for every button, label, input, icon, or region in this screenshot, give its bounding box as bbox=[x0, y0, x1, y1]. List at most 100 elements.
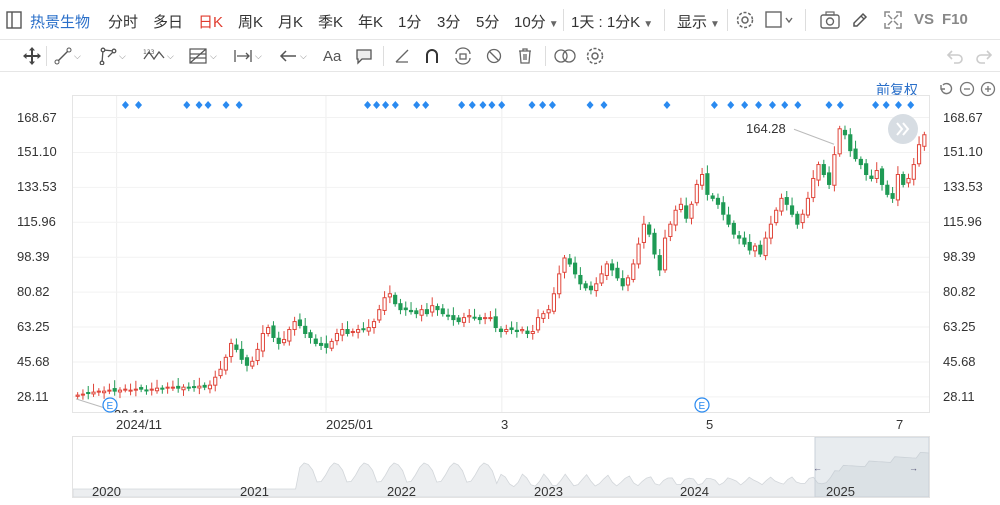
x-tick-label: 7 bbox=[896, 417, 904, 432]
period-tab-10min[interactable]: 10分 ▼ bbox=[514, 11, 559, 32]
candle-body bbox=[451, 315, 456, 321]
candle-body bbox=[139, 387, 144, 390]
y-tick-label-left: 98.39 bbox=[17, 249, 50, 265]
period-tab-quarterly-k[interactable]: 季K bbox=[318, 14, 344, 31]
candle-body bbox=[848, 134, 853, 152]
candle-body bbox=[408, 309, 414, 313]
drawing-settings-gear-icon[interactable] bbox=[585, 46, 605, 66]
trash-icon[interactable] bbox=[517, 46, 533, 66]
period-tab-monthly-k[interactable]: 月K bbox=[278, 14, 304, 31]
candle-body bbox=[763, 237, 768, 257]
text-tool[interactable]: Aa bbox=[323, 47, 342, 65]
candle-body bbox=[615, 267, 620, 279]
candle-body bbox=[107, 389, 112, 392]
navigator-year-label: 2024 bbox=[680, 484, 709, 499]
navigator-area-chart: ← → bbox=[72, 436, 930, 498]
candlestick-chart[interactable]: 164.2828.11EE bbox=[72, 95, 930, 413]
fibonacci-tool[interactable]: ⌵ bbox=[188, 46, 217, 66]
period-toolbar: 热景生物 分时 多日 日K 周K 月K 季K 年K 1分 3分 5分 10分 ▼ … bbox=[0, 0, 1000, 40]
chart-type-square-icon[interactable] bbox=[765, 11, 795, 34]
candle-body bbox=[176, 385, 181, 389]
hide-drawings-icon[interactable] bbox=[485, 46, 503, 66]
event-marker-icon[interactable]: E bbox=[694, 397, 710, 413]
vs-compare-button[interactable]: VS bbox=[914, 11, 935, 28]
time-navigator[interactable]: ← → bbox=[72, 436, 930, 498]
zoom-in-icon[interactable] bbox=[980, 81, 996, 102]
fullscreen-icon[interactable] bbox=[884, 11, 902, 34]
measure-tool[interactable]: ⌵ bbox=[233, 46, 262, 66]
candle-body bbox=[620, 278, 625, 287]
navigator-selection bbox=[814, 436, 930, 498]
redo-icon[interactable] bbox=[975, 46, 995, 66]
ruler-icon[interactable] bbox=[393, 46, 411, 66]
arrow-left-icon bbox=[279, 50, 296, 62]
candle-body bbox=[721, 202, 726, 215]
undo-icon[interactable] bbox=[944, 46, 964, 66]
candle-body bbox=[276, 337, 281, 344]
period-tab-fenshi[interactable]: 分时 bbox=[108, 14, 139, 31]
candle-body bbox=[80, 393, 86, 396]
pen-icon[interactable] bbox=[851, 11, 869, 34]
chevron-down-icon: ⌵ bbox=[210, 50, 217, 61]
wave-tool[interactable]: 123 ⌵ bbox=[143, 46, 174, 66]
stock-name[interactable]: 热景生物 bbox=[30, 14, 91, 31]
display-options-select[interactable]: 显示 ▼ bbox=[677, 11, 720, 32]
candle-body bbox=[922, 134, 927, 147]
f10-button[interactable]: F10 bbox=[942, 11, 968, 28]
zoom-out-icon[interactable] bbox=[959, 81, 975, 102]
candle-body bbox=[562, 257, 567, 273]
candle-body bbox=[784, 197, 789, 205]
divider bbox=[664, 9, 665, 31]
comment-icon[interactable] bbox=[355, 46, 373, 66]
lock-drawing-icon[interactable] bbox=[453, 46, 473, 66]
period-tab-weekly-k[interactable]: 周K bbox=[238, 14, 264, 31]
expand-right-button[interactable] bbox=[888, 114, 918, 144]
settings-gear-icon[interactable] bbox=[735, 10, 755, 35]
signal-marker bbox=[894, 101, 902, 109]
move-cross-icon[interactable] bbox=[22, 46, 42, 66]
arrow-tool[interactable]: ⌵ bbox=[278, 46, 307, 66]
overlap-circles-icon[interactable] bbox=[553, 46, 577, 66]
period-tab-5min[interactable]: 5分 bbox=[476, 14, 500, 31]
period-tab-yearly-k[interactable]: 年K bbox=[358, 14, 384, 31]
candle-body bbox=[684, 205, 689, 219]
period-tab-1min[interactable]: 1分 bbox=[398, 14, 422, 31]
event-marker-icon[interactable]: E bbox=[102, 397, 118, 413]
candle-body bbox=[747, 241, 752, 251]
candle-body bbox=[673, 209, 678, 226]
reset-zoom-icon[interactable] bbox=[938, 81, 954, 102]
candle-body bbox=[239, 348, 244, 360]
price-adjust-toggle[interactable]: 前复权 bbox=[876, 82, 918, 98]
sidebar-toggle-icon[interactable] bbox=[6, 11, 22, 34]
sync-period-select[interactable]: 1天 : 1分K ▼ bbox=[571, 11, 653, 32]
x-tick-label: 5 bbox=[706, 417, 714, 432]
polyline-tool[interactable]: ⌵ bbox=[99, 46, 126, 66]
candle-body bbox=[737, 235, 742, 239]
candle-body bbox=[461, 317, 467, 323]
candle-body bbox=[811, 177, 816, 199]
candle-body bbox=[334, 333, 340, 342]
period-tab-multiday[interactable]: 多日 bbox=[153, 14, 184, 31]
candle-body bbox=[525, 330, 530, 335]
candle-body bbox=[874, 170, 879, 179]
magnet-icon[interactable] bbox=[423, 46, 441, 66]
signal-marker bbox=[135, 101, 143, 109]
candle-body bbox=[318, 342, 324, 346]
candle-body bbox=[906, 177, 911, 184]
signal-marker bbox=[768, 101, 776, 109]
chevron-down-icon: ⌵ bbox=[74, 50, 81, 61]
candle-body bbox=[853, 148, 858, 160]
x-tick-label: 2024/11 bbox=[116, 417, 163, 432]
candle-body bbox=[530, 331, 535, 334]
camera-icon[interactable] bbox=[820, 11, 840, 34]
candle-body bbox=[181, 386, 186, 391]
min-price-label: 28.11 bbox=[114, 407, 146, 413]
candle-body bbox=[308, 332, 313, 338]
candle-body bbox=[186, 386, 191, 389]
candle-body bbox=[504, 329, 509, 333]
trend-line-tool[interactable]: ⌵ bbox=[54, 46, 81, 66]
candle-body bbox=[154, 387, 160, 392]
period-tab-3min[interactable]: 3分 bbox=[437, 14, 461, 31]
period-tab-daily-k[interactable]: 日K bbox=[198, 14, 224, 31]
candle-body bbox=[96, 390, 101, 393]
